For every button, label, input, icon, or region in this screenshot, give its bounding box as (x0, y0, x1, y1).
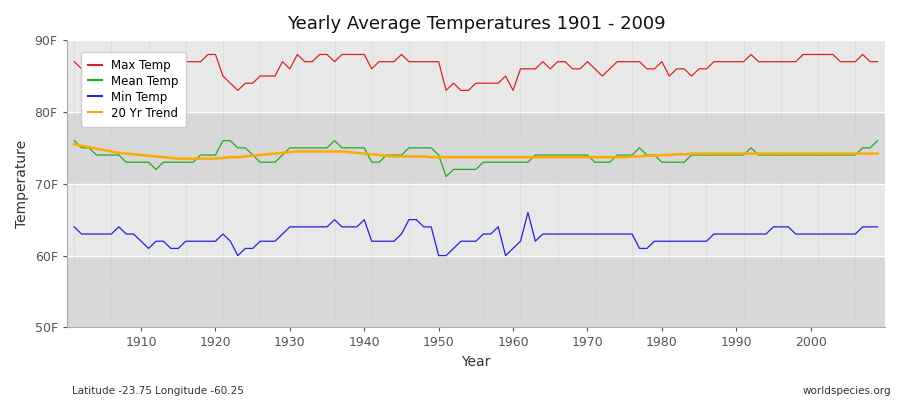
Text: Latitude -23.75 Longitude -60.25: Latitude -23.75 Longitude -60.25 (72, 386, 244, 396)
Y-axis label: Temperature: Temperature (15, 140, 29, 228)
Title: Yearly Average Temperatures 1901 - 2009: Yearly Average Temperatures 1901 - 2009 (286, 15, 665, 33)
Legend: Max Temp, Mean Temp, Min Temp, 20 Yr Trend: Max Temp, Mean Temp, Min Temp, 20 Yr Tre… (81, 52, 186, 127)
Bar (67, 112, 885, 184)
Bar (67, 184, 885, 256)
Bar (67, 40, 885, 112)
Text: worldspecies.org: worldspecies.org (803, 386, 891, 396)
Bar (67, 256, 885, 328)
X-axis label: Year: Year (461, 355, 491, 369)
